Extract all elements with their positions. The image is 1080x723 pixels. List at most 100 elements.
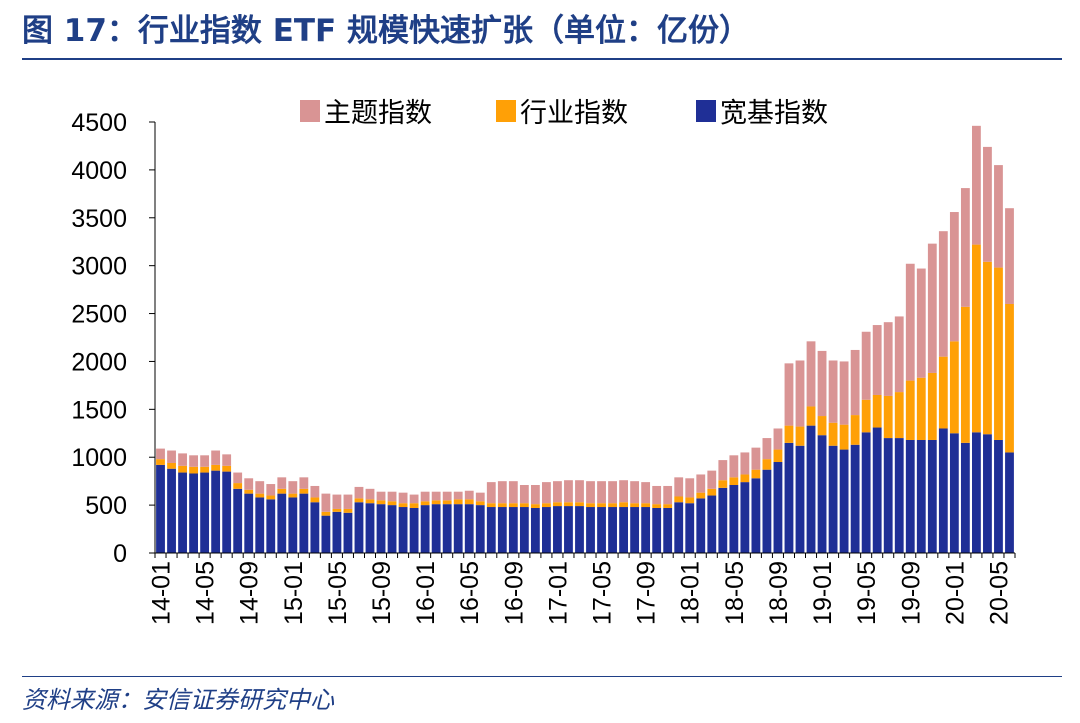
bar-segment-14-12-s1: [277, 488, 287, 494]
bar-segment-14-04-s1: [189, 466, 198, 474]
bar-segment-17-01-s2: [553, 481, 562, 503]
bar-segment-18-02-s1: [696, 492, 706, 499]
bar-segment-16-02-s0: [431, 504, 441, 553]
bar-segment-15-04-s1: [321, 511, 331, 516]
bar-segment-20-01-s1: [949, 341, 959, 434]
bar-segment-18-06-s0: [740, 482, 750, 553]
bar-segment-15-08-s1: [365, 499, 375, 504]
bar-segment-15-07-s2: [354, 486, 364, 499]
legend-label: 行业指数: [520, 98, 628, 129]
bar-segment-18-01-s0: [685, 503, 695, 553]
bar-segment-17-12-s2: [674, 477, 684, 497]
bar-segment-14-08-s0: [233, 488, 243, 553]
bar-segment-19-05-s2: [861, 331, 871, 400]
bar-segment-16-01-s1: [420, 501, 430, 506]
bar-segment-15-12-s2: [409, 494, 419, 504]
bar-segment-20-02-s1: [960, 306, 970, 443]
bar-segment-20-06-s2: [1005, 208, 1014, 304]
x-tick-label: 17-05: [589, 561, 617, 625]
bar-segment-19-01-s0: [817, 435, 827, 553]
bar-segment-17-02-s2: [564, 480, 573, 503]
y-tick-label: 2500: [71, 301, 127, 329]
bar-segment-14-06-s1: [211, 464, 221, 471]
bar-segment-14-10-s0: [255, 497, 265, 553]
x-axis: 14-01 14-05 14-09 15-01 15-05 15-09 16-01 16-05…: [148, 552, 1016, 625]
bar-segment-18-04-s1: [718, 480, 728, 488]
bar-segment-19-05-s1: [861, 399, 871, 433]
y-tick-label: 0: [113, 540, 127, 568]
bar-segment-19-02-s1: [828, 422, 838, 446]
bar-segment-14-12-s2: [277, 477, 287, 489]
bar-segment-15-09-s2: [376, 491, 386, 501]
stacked-bar-chart: 主题指数 行业指数 宽基指数 0 500 1000 1500 2000 2500 3000 350…: [71, 98, 1016, 625]
bar-segment-14-10-s1: [255, 493, 265, 498]
bar-segment-15-02-s0: [299, 493, 309, 553]
y-tick-label: 4000: [71, 157, 127, 185]
bar-segment-14-03-s1: [178, 465, 187, 473]
bar-segment-15-11-s1: [398, 503, 408, 508]
bar-segment-18-11-s2: [795, 360, 805, 427]
bar-segment-17-07-s0: [619, 507, 628, 553]
bar-segment-14-06-s2: [211, 450, 221, 465]
legend-swatch: [300, 100, 320, 122]
bar-segment-19-07-s0: [883, 438, 893, 553]
bar-segment-18-06-s2: [740, 452, 750, 475]
bar-segment-15-11-s2: [398, 492, 408, 504]
bar-segment-18-10-s0: [784, 442, 794, 553]
bar-segment-14-11-s1: [266, 495, 276, 500]
bar-segment-14-11-s2: [266, 484, 276, 496]
bar-segment-15-07-s1: [354, 498, 364, 503]
bar-segment-20-04-s1: [983, 261, 992, 435]
x-tick-label: 14-01: [148, 561, 176, 625]
bar-segment-14-12-s0: [277, 493, 287, 553]
bar-segment-14-05-s1: [200, 466, 210, 473]
bar-segment-16-07-s2: [486, 482, 496, 504]
bar-segment-16-12-s0: [542, 507, 551, 553]
bar-segment-18-02-s0: [696, 498, 706, 553]
bar-segment-14-07-s0: [222, 471, 232, 553]
bar-segment-14-04-s0: [189, 473, 198, 553]
bar-segment-16-08-s0: [497, 507, 507, 553]
bar-segment-19-04-s1: [850, 415, 860, 445]
bar-segment-14-08-s1: [233, 483, 243, 489]
bar-segment-16-04-s0: [453, 504, 463, 553]
bar-segment-18-08-s2: [762, 438, 772, 460]
bar-segment-16-10-s2: [519, 485, 529, 504]
bar-segment-20-03-s2: [972, 125, 981, 245]
bar-segment-16-07-s1: [486, 503, 496, 508]
bar-segment-15-05-s2: [332, 494, 342, 509]
bar-segment-18-04-s0: [718, 487, 728, 553]
bar-segment-20-05-s1: [994, 267, 1003, 440]
bar-segment-18-09-s0: [773, 462, 783, 553]
bar-segment-18-01-s2: [685, 478, 695, 498]
x-tick-label: 19-01: [809, 561, 837, 625]
bar-segment-16-05-s1: [464, 499, 474, 505]
bar-segment-17-01-s1: [553, 502, 562, 507]
bar-segment-14-09-s1: [244, 489, 254, 494]
figure-title-text: 行业指数 ETF 规模快速扩张（单位：亿份）: [137, 13, 751, 49]
bar-segment-20-05-s2: [994, 165, 1003, 268]
bar-segment-17-03-s1: [575, 502, 584, 507]
bar-segment-18-08-s1: [762, 459, 772, 470]
bar-segment-14-01-s2: [156, 448, 165, 460]
bar-segment-19-08-s1: [894, 392, 904, 439]
bar-segment-14-03-s2: [178, 453, 187, 466]
title-rule: [22, 58, 1062, 60]
legend-label: 主题指数: [324, 98, 432, 129]
bar-segment-19-08-s0: [894, 438, 904, 553]
bar-segment-18-10-s2: [784, 363, 794, 426]
bar-segment-15-06-s0: [343, 512, 353, 553]
bar-segment-14-02-s0: [167, 468, 176, 553]
bar-segment-15-06-s1: [343, 508, 353, 513]
bar-segment-18-06-s1: [740, 474, 750, 483]
bar-segment-19-03-s0: [839, 449, 849, 553]
bar-segment-15-01-s1: [288, 493, 298, 498]
bar-segment-15-12-s0: [409, 507, 419, 553]
x-tick-label: 19-09: [897, 561, 925, 625]
source-rule: [22, 676, 1062, 677]
bar-segment-19-08-s2: [894, 316, 904, 393]
bar-segment-18-11-s1: [795, 426, 805, 446]
bar-segment-17-06-s2: [608, 481, 617, 504]
bar-segment-17-05-s0: [597, 507, 606, 553]
bar-segment-17-09-s2: [641, 482, 651, 504]
